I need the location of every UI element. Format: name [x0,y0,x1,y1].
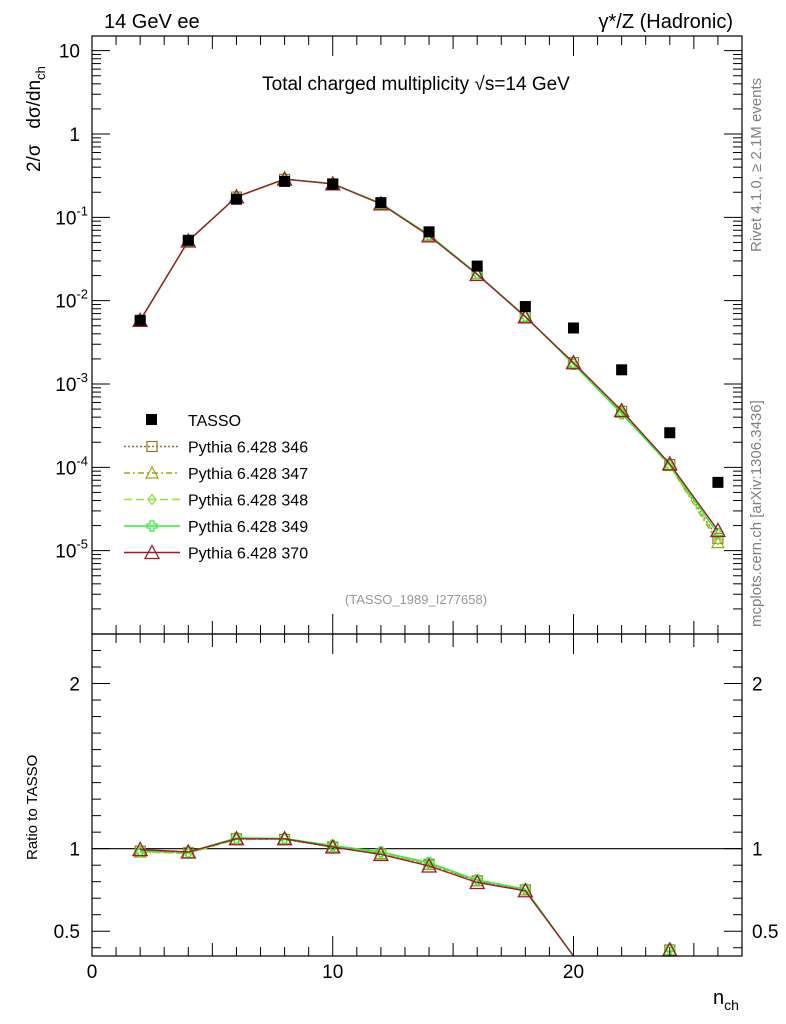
series-5-marker [661,455,678,471]
series-1-ratio [134,833,676,957]
legend-label-2: Pythia 6.428 347 [188,466,308,483]
series-5-ratio-marker [228,830,245,846]
data-point [375,197,387,209]
data-point [182,234,194,246]
series-4-ratio-line [140,837,575,957]
series-5-ratio-marker [420,857,438,873]
series-5-ratio [132,830,678,957]
legend-label-4: Pythia 6.428 349 [188,519,308,536]
series-5-marker [565,354,582,370]
series-4-ratio-marker [423,857,435,869]
series-2-ratio-line [140,838,575,957]
data-point [712,476,724,488]
ratio-y-axis-label: Ratio to TASSO [24,755,41,860]
series-5-ratio-marker [517,882,534,898]
series-5-marker [613,402,630,418]
series-4-ratio [134,832,676,957]
main-y-tick-label: 10-4 [55,453,88,479]
main-y-tick-label: 1 [69,125,80,146]
main-y-axis-label-text: 2/σ dσ/dnch [24,66,48,172]
data-point [230,193,242,205]
legend-label-data: TASSO [188,413,241,430]
series-5-ratio-line [140,838,575,957]
data-point [471,260,483,272]
x-axis-label: nch [713,987,739,1013]
main-y-tick-label: 10 [59,42,80,63]
main-y-tick-label: 10-2 [55,287,88,313]
series-1-ratio-line [140,838,575,957]
main-y-tick-label: 10-3 [55,370,88,396]
legend-marker-4 [146,520,158,532]
legend-marker-1 [146,440,158,453]
x-tick-label: 20 [563,962,584,983]
data-point [327,178,339,190]
data-point [423,226,435,238]
series-5-ratio-marker [180,843,197,859]
header-left: 14 GeV ee [104,11,200,33]
data-point [134,314,146,326]
series-3-ratio [135,833,675,957]
series-5-ratio-marker [469,874,486,890]
data-point [279,175,291,187]
series-5-ratio-marker [372,846,389,862]
ratio-y-tick-label-right: 1 [752,840,763,861]
series-3-marker [713,533,723,546]
analysis-watermark: (TASSO_1989_I277658) [345,592,487,607]
ratio-plot-frame [91,633,743,957]
series-5-ratio-marker [276,830,293,846]
main-plot-frame [91,35,743,635]
legend-marker-data [146,414,157,425]
series-5-ratio-marker [324,838,341,854]
ratio-y-tick-label-left: 0.5 [54,922,80,943]
legend-marker-3 [147,493,157,506]
header-right: γ*/Z (Hadronic) [599,11,733,33]
data-point [567,322,579,334]
series-5-ratio-marker [132,841,149,857]
series-2-ratio [133,831,677,957]
series-3-marker [665,459,675,472]
data-point [519,301,531,313]
main-y-tick-label: 10-1 [55,203,88,229]
side-label-mcplots: mcplots.cern.ch [arXiv:1306.3436] [748,400,765,627]
legend: TASSO Pythia 6.428 346 Pythia 6.428 347 Pyt… [124,413,308,563]
main-y-axis-label: 2/σ dσ/dnch [24,66,48,172]
ratio-y-tick-label-right: 2 [752,675,763,696]
series-2-marker [710,535,725,549]
ratio-panel: Ratio to TASSO 0.5 0.51 12 20 10 20 [24,633,778,983]
data-point [616,364,628,376]
series-3-ratio-line [140,838,575,957]
x-tick-label: 0 [87,962,98,983]
data-point [664,427,676,439]
series-5-marker [709,522,727,538]
series-5-marker [469,266,486,282]
legend-marker-2 [144,465,160,479]
ratio-y-tick-label-right: 0.5 [752,922,778,943]
main-panel: Total charged multiplicity √s=14 GeV (TA… [24,35,743,635]
legend-label-1: Pythia 6.428 346 [188,440,308,457]
ratio-y-tick-label-left: 1 [69,840,80,861]
series-5-marker [517,308,534,324]
main-y-tick-label: 10-5 [55,537,88,563]
ratio-y-tick-label-left: 2 [69,675,80,696]
legend-marker-5 [143,544,161,560]
chart-title: Total charged multiplicity √s=14 GeV [262,74,570,95]
side-label-rivet: Rivet 4.1.0, ≥ 2.1M events [748,78,765,252]
legend-label-5: Pythia 6.428 370 [188,546,308,563]
legend-label-3: Pythia 6.428 348 [188,493,308,510]
x-tick-label: 10 [322,962,343,983]
